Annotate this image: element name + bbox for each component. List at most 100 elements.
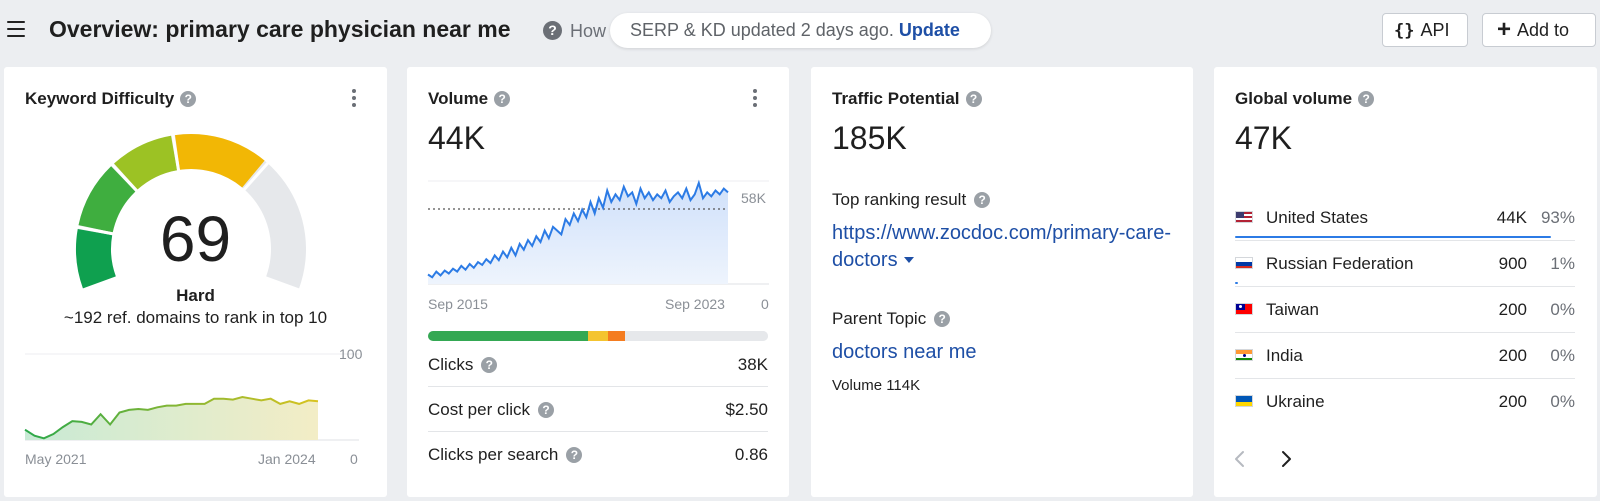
chevron-right-icon[interactable] [1272, 445, 1300, 473]
country-share: 93% [1540, 208, 1575, 227]
kd-line [24, 395, 319, 440]
country-name: United States [1266, 208, 1369, 227]
chart-y-min: 0 [761, 296, 769, 312]
gauge-band-3 [174, 134, 265, 188]
metric-value: 0.86 [734, 445, 768, 464]
gauge-separator-3 [241, 160, 271, 192]
metric-row-cpc: Cost per click? $2.50 [428, 387, 768, 432]
add-to-button-label: Add to [1517, 20, 1570, 40]
in-flag-icon [1235, 349, 1253, 361]
country-name: Russian Federation [1266, 254, 1414, 273]
country-volume: 200 [1498, 392, 1527, 411]
metric-row-cps: Clicks per search? 0.86 [428, 432, 768, 477]
kd-history-chart [24, 353, 359, 441]
card-title: Keyword Difficulty? [25, 89, 197, 109]
traffic-potential-card: Traffic Potential? 185K Top ranking resu… [811, 67, 1193, 497]
clicks-breakdown-bar [428, 331, 768, 341]
country-volume: 200 [1498, 300, 1527, 319]
card-title: Volume? [428, 89, 511, 109]
country-volume: 900 [1498, 254, 1527, 273]
metric-label: Cost per click? [428, 400, 555, 420]
gauge-band-0 [75, 229, 116, 289]
top-ranking-url[interactable]: https://www.zocdoc.com/primary-care-doct… [832, 222, 1171, 271]
kd-score: 69 [159, 203, 232, 275]
parent-topic-label: Parent Topic? [832, 309, 951, 329]
update-notice-text: SERP & KD updated 2 days ago. [630, 20, 894, 40]
gauge-band-1 [78, 166, 136, 233]
country-name: India [1266, 346, 1303, 365]
menu-icon[interactable] [7, 21, 25, 37]
country-row[interactable]: Russian Federation 900 1% [1235, 241, 1575, 287]
how-link[interactable]: How [570, 21, 607, 41]
kd-area [25, 397, 318, 440]
country-name: Ukraine [1266, 392, 1325, 411]
breakdown-segment-organic [428, 331, 588, 341]
country-share-bar [1235, 236, 1552, 238]
country-row[interactable]: United States 44K 93% [1235, 195, 1575, 241]
help-icon[interactable]: ? [494, 91, 511, 107]
help-icon[interactable]: ? [543, 21, 562, 40]
country-share: 0% [1550, 392, 1575, 411]
more-options-icon[interactable] [349, 89, 359, 109]
ru-flag-icon [1235, 257, 1253, 269]
add-to-button[interactable]: + Add to [1482, 13, 1596, 47]
help-icon[interactable]: ? [538, 402, 555, 418]
keyword-difficulty-card: Keyword Difficulty? 69 Hard ~192 ref. do… [4, 67, 387, 497]
volume-area [428, 182, 728, 284]
country-share: 0% [1550, 346, 1575, 365]
chart-x-start: May 2021 [25, 451, 87, 467]
ua-flag-icon [1235, 395, 1253, 407]
chart-x-start: Sep 2015 [428, 296, 488, 312]
kd-difficulty-label: Hard [176, 286, 215, 305]
update-link[interactable]: Update [898, 20, 960, 40]
page-title: Overview: primary care physician near me [49, 16, 511, 42]
metric-label: Clicks? [428, 355, 498, 375]
top-ranking-label: Top ranking result? [832, 190, 991, 210]
caret-down-icon[interactable] [903, 257, 914, 263]
global-volume-card: Global volume? 47K United States 44K 93%… [1214, 67, 1597, 497]
tw-flag-icon [1235, 303, 1253, 315]
global-value: 47K [1235, 120, 1292, 156]
country-row[interactable]: Taiwan 200 0% [1235, 287, 1575, 333]
api-button-label: API [1420, 20, 1450, 40]
country-row[interactable]: Ukraine 200 0% [1235, 379, 1575, 425]
chart-y-max: 100 [339, 346, 363, 362]
help-icon[interactable]: ? [180, 91, 197, 107]
volume-line [427, 179, 729, 279]
help-icon[interactable]: ? [566, 447, 583, 463]
kd-title: Keyword Difficulty [25, 89, 175, 108]
country-row[interactable]: India 200 0% [1235, 333, 1575, 379]
country-name: Taiwan [1266, 300, 1319, 319]
chart-y-min: 0 [350, 451, 358, 467]
chevron-left-icon[interactable] [1226, 445, 1254, 473]
gauge-separator-2 [171, 133, 181, 173]
gauge-band-2 [114, 135, 178, 190]
breakdown-segment-no-clicks [625, 331, 768, 341]
breakdown-segment-paid-a [587, 331, 609, 341]
help-icon[interactable]: ? [974, 192, 991, 208]
parent-topic-link[interactable]: doctors near me [832, 341, 977, 363]
chart-y-ref: 58K [741, 190, 766, 206]
more-options-icon[interactable] [750, 89, 760, 109]
traffic-title: Traffic Potential [832, 89, 960, 108]
help-icon[interactable]: ? [965, 91, 982, 107]
update-notice: SERP & KD updated 2 days ago. Update [610, 13, 991, 48]
metric-label: Clicks per search? [428, 445, 583, 465]
traffic-value: 185K [832, 120, 907, 156]
api-button[interactable]: {} API [1382, 13, 1468, 47]
chart-x-end: Sep 2023 [665, 296, 725, 312]
breakdown-segment-paid-b [608, 331, 626, 341]
volume-history-chart [427, 179, 769, 285]
parent-topic-volume: Volume 114K [832, 377, 921, 394]
gauge-separator-1 [110, 162, 139, 193]
gauge-separator-0 [75, 225, 115, 236]
global-title: Global volume [1235, 89, 1353, 108]
help-icon[interactable]: ? [1358, 91, 1375, 107]
us-flag-icon [1235, 211, 1253, 223]
kd-ref-domains: ~192 ref. domains to rank in top 10 [63, 308, 328, 327]
help-icon[interactable]: ? [481, 357, 498, 373]
help-icon[interactable]: ? [934, 311, 951, 327]
plus-icon: + [1497, 16, 1512, 43]
country-share: 0% [1550, 300, 1575, 319]
country-volume: 200 [1498, 346, 1527, 365]
